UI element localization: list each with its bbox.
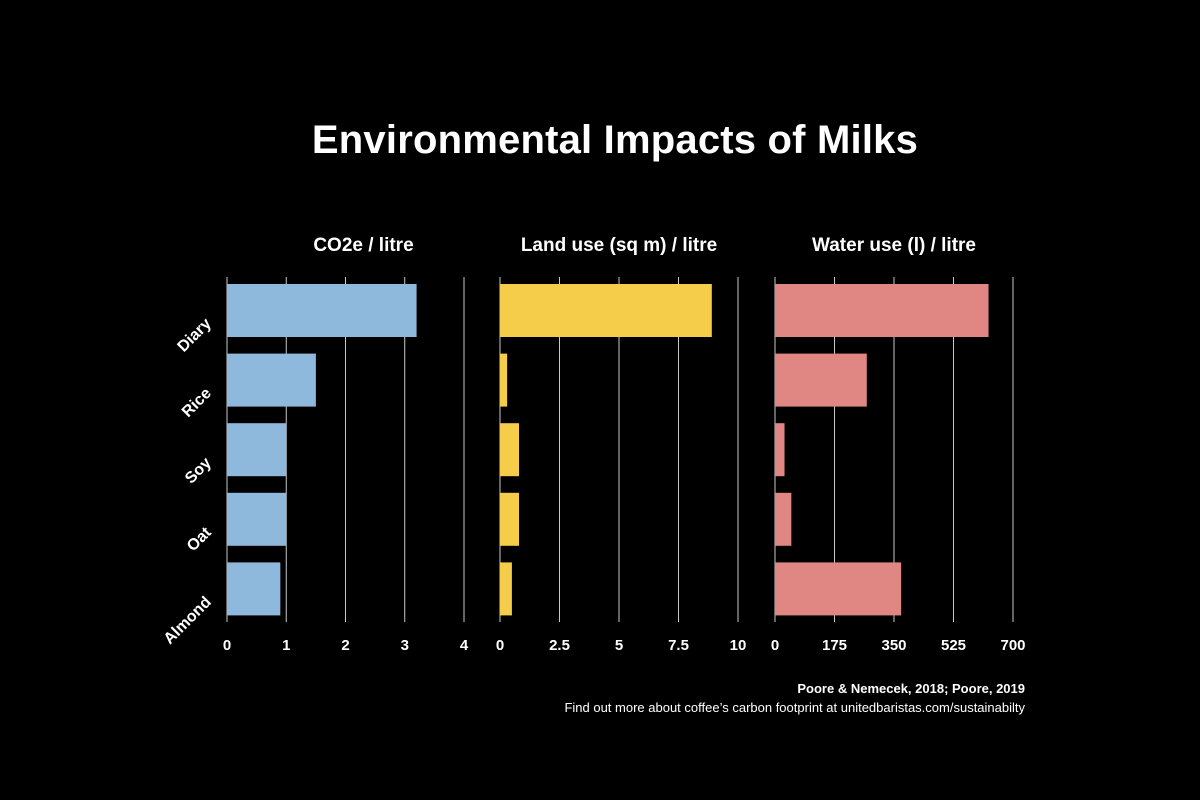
bar [500,423,520,477]
bar [227,423,287,477]
x-tick-label: 3 [401,637,409,654]
category-label: Diary [175,315,215,355]
chart-title: Environmental Impacts of Milks [311,118,919,162]
x-tick-label: 2.5 [549,637,570,654]
bar [775,492,792,546]
x-tick-label: 2 [341,637,349,654]
panel-title: CO2e / litre [313,235,413,256]
x-tick-label: 0 [223,637,231,654]
x-tick-label: 175 [822,637,847,654]
source-citation: Poore & Nemecek, 2018; Poore, 2019 [797,681,1025,696]
bar [500,353,508,407]
x-tick-label: 525 [941,637,966,654]
bar [227,353,316,407]
x-tick-label: 10 [730,637,747,654]
x-tick-label: 0 [771,637,779,654]
x-tick-label: 5 [615,637,623,654]
source-note: Poore & Nemecek, 2018; Poore, 2019 Find … [564,679,1025,717]
x-tick-label: 350 [881,637,906,654]
bar [775,284,989,337]
panel-title: Land use (sq m) / litre [521,235,717,256]
x-tick-label: 1 [282,637,290,654]
x-tick-label: 700 [1000,637,1025,654]
source-link-text: Find out more about coffee’s carbon foot… [564,700,1025,715]
category-label: Rice [179,385,215,421]
bar [775,353,867,407]
category-label: Almond [161,594,215,648]
bar [775,562,902,616]
x-tick-label: 0 [496,637,504,654]
bar [500,562,512,616]
category-label: Oat [184,524,215,555]
bar [500,284,712,337]
x-tick-label: 7.5 [668,637,689,654]
bar [227,492,287,546]
x-tick-label: 4 [460,637,469,654]
bar [227,562,281,616]
panel-title: Water use (l) / litre [812,235,976,256]
category-label: Soy [182,454,215,487]
bar [775,423,785,477]
bar [227,284,417,337]
bar [500,492,520,546]
